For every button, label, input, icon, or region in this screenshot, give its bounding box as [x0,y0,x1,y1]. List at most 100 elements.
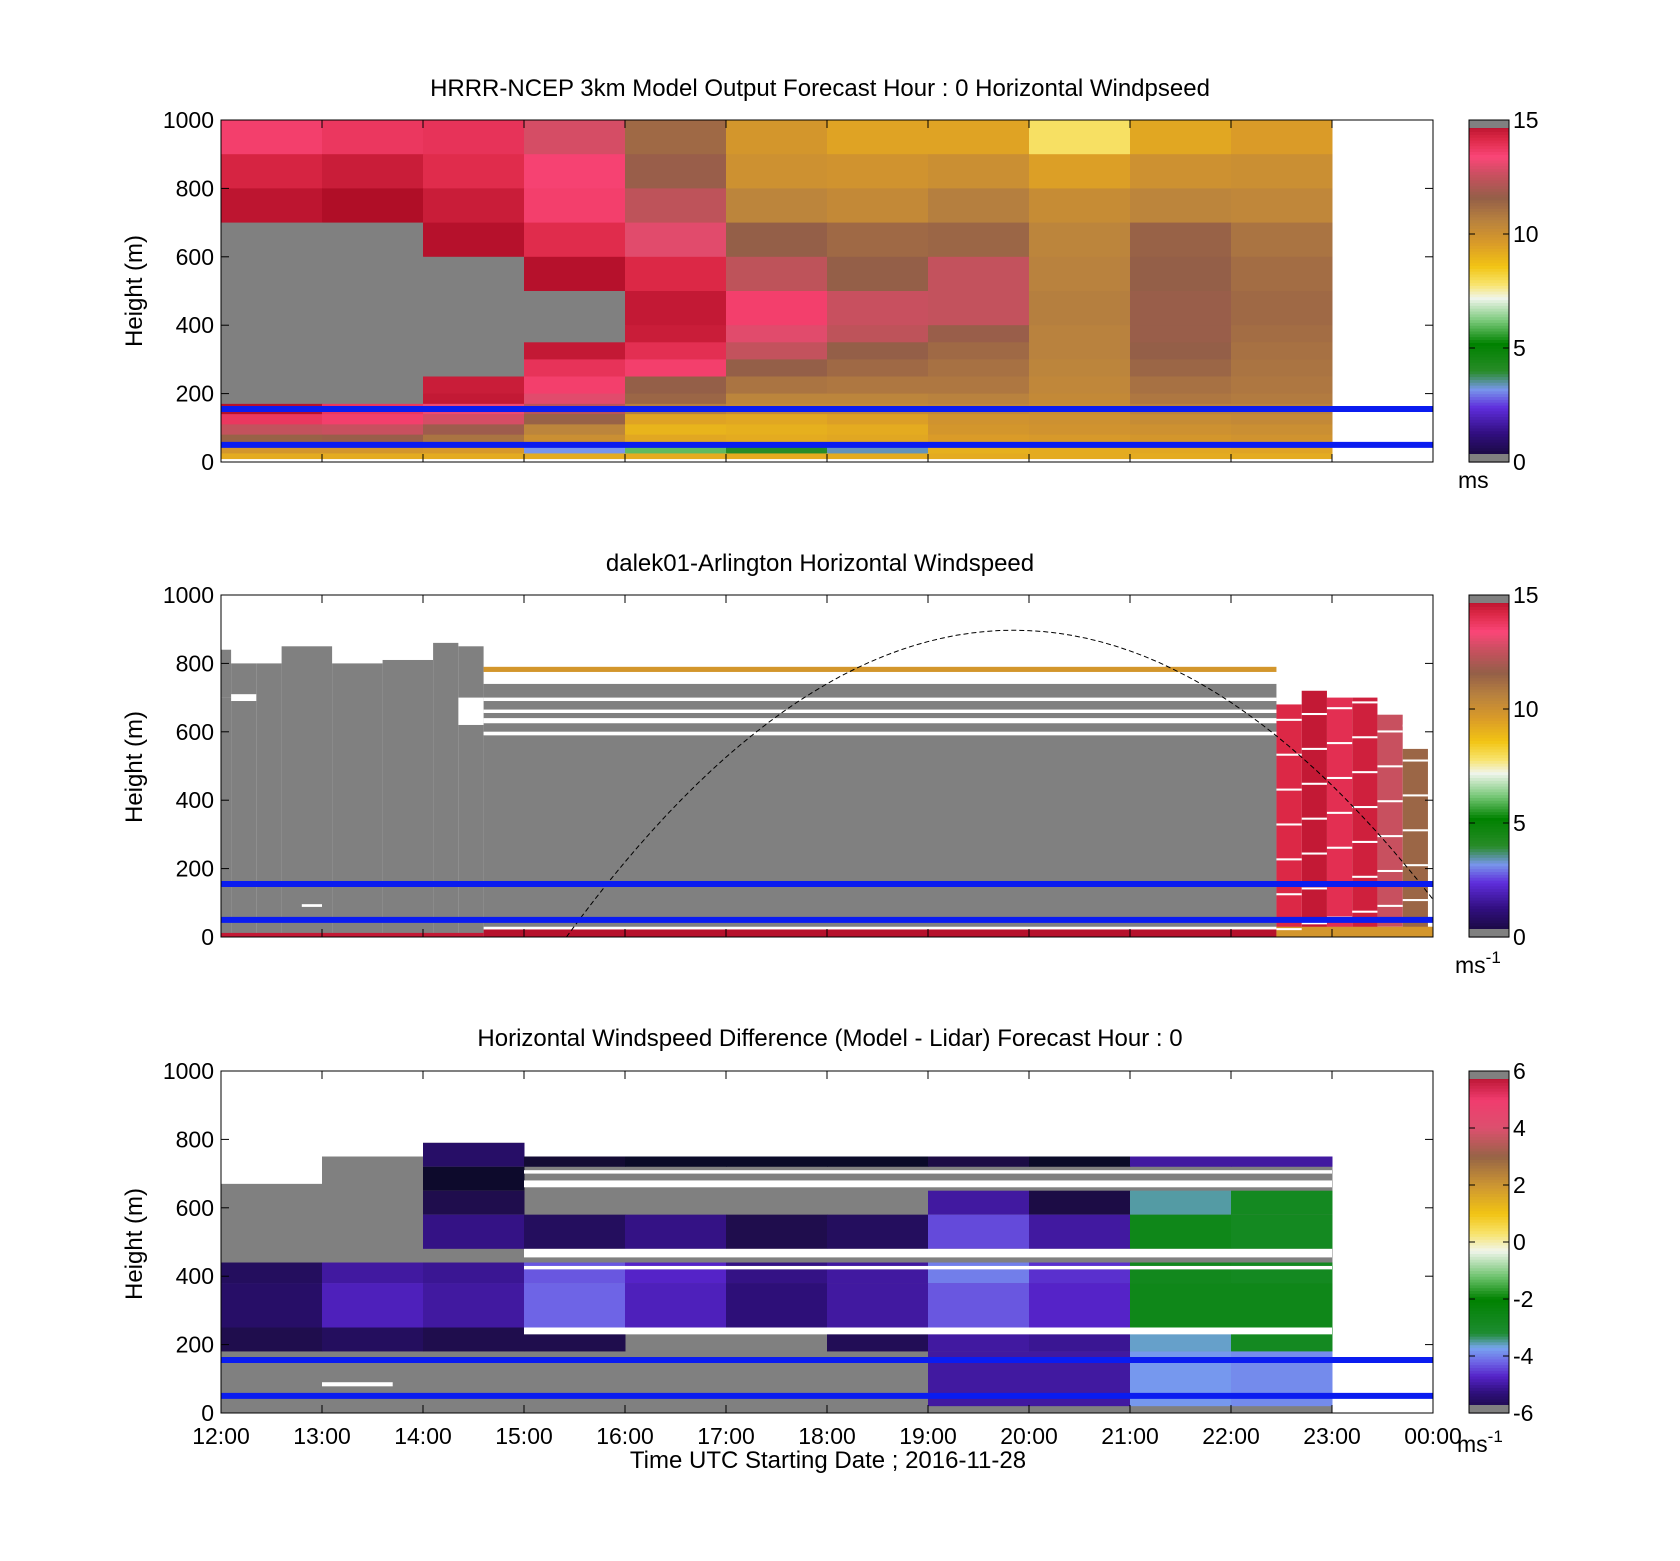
heatmap-cell [625,325,727,343]
colorbar-segment [1469,862,1509,867]
heatmap-cell [928,424,1030,436]
heatmap-cell [524,256,626,292]
colorbar-segment [1469,157,1509,161]
colorbar-segment [1469,328,1509,332]
heatmap-cell [423,1283,525,1328]
colorbar-segment [1469,139,1509,144]
heatmap-segment [1377,714,1403,927]
colorbar-segment [1469,293,1509,298]
heatmap-cell [928,188,1030,224]
data-gap [524,1248,1332,1258]
heatmap-cell [1029,1156,1131,1167]
colorbar-segment [1469,259,1509,264]
heatmap-cell [928,1283,1030,1328]
colorbar-segment [1469,614,1509,619]
colorbar-segment [1469,248,1509,252]
colorbar-segment [1469,1090,1509,1095]
colorbar-segment [1469,788,1509,793]
colorbar-tick-label: -2 [1513,1286,1533,1312]
ytick-label: 600 [176,719,214,745]
heatmap-cell [1130,120,1232,155]
heatmap-cell [726,414,828,425]
colorbar-segment [1469,711,1509,716]
heatmap-cell [1029,222,1131,258]
colorbar-segment [1469,828,1509,833]
heatmap-cell [827,376,929,395]
heatmap-cell [625,222,727,258]
heatmap-cell [726,342,828,360]
colorbar-segment [1469,188,1509,192]
xtick-label: 22:00 [1202,1423,1260,1449]
data-gap [1301,782,1327,785]
heatmap-cell [625,444,727,454]
heatmap-cell [827,393,929,405]
heatmap-cell [827,414,929,425]
colorbar-segment [1469,199,1509,204]
colorbar-segment [1469,1299,1509,1303]
colorbar-segment [1469,1293,1509,1297]
heatmap-cell [726,359,828,377]
colorbar-segment [1469,393,1509,398]
colorbar-segment [1469,1142,1509,1146]
colorbar-tick-label: -4 [1513,1343,1534,1369]
colorbar-segment [1469,291,1509,295]
heatmap-cell [625,120,727,155]
colorbar-segment [1469,1395,1509,1400]
heatmap-segment [1402,748,1428,931]
colorbar-segment [1469,214,1509,218]
colorbar-segment [1469,1156,1509,1160]
colorbar-segment [1469,1261,1509,1266]
colorbar-segment [1469,845,1509,850]
colorbar-segment [1469,225,1509,229]
colorbar-segment [1469,671,1509,676]
colorbar-segment [1469,1356,1509,1360]
panel-diff-colorbar: -6 -4 -2 0 2 4 6 [1468,1058,1534,1426]
colorbar-segment [1469,706,1509,710]
panel-diff-colorbar-unit: ms-1 [1457,1427,1503,1457]
colorbar-segment [1469,234,1509,238]
colorbar-segment [1469,159,1509,164]
heatmap-cell [625,414,727,425]
ytick-label: 0 [201,449,214,475]
colorbar-segment [1469,1290,1509,1294]
colorbar-segment [1469,694,1509,699]
heatmap-cell [1231,325,1333,343]
colorbar-segment [1469,208,1509,212]
panel-lidar-ylabel: Height (m) [121,711,148,823]
data-gap [1326,811,1353,814]
data-gap [483,718,1277,724]
colorbar-segment [1469,362,1509,366]
heatmap-cell [1029,256,1131,292]
heatmap-cell [928,1262,1030,1284]
heatmap-cell [827,291,929,326]
heatmap-cell [1130,453,1232,460]
colorbar-segment [1469,754,1509,759]
heatmap-cell [524,444,626,454]
heatmap-cell [1231,453,1333,460]
colorbar-segment [1469,1187,1509,1192]
heatmap-cell [221,424,323,436]
panel-lidar-plot: 0 200 400 600 800 1000 [163,582,1434,950]
colorbar-segment [1469,623,1509,627]
colorbar-segment [1469,717,1509,721]
colorbar-segment [1469,1224,1509,1229]
colorbar-segment [1469,626,1509,630]
colorbar-segment [1469,282,1509,286]
colorbar-segment [1469,1236,1509,1240]
heatmap-cell [524,393,626,405]
heatmap-cell [221,414,323,425]
colorbar-segment [1469,322,1509,326]
colorbar-segment [1469,336,1509,341]
heatmap-cell [221,325,323,343]
heatmap-cell [928,291,1030,326]
ytick-label: 0 [201,1400,214,1426]
heatmap-cell [1130,342,1232,360]
heatmap-cell [1231,256,1333,292]
heatmap-cell [827,1283,929,1328]
heatmap-cell [1231,222,1333,258]
colorbar-segment [1469,419,1509,423]
heatmap-segment [483,735,1277,927]
data-gap [483,709,1277,713]
xtick-label: 12:00 [192,1423,250,1449]
